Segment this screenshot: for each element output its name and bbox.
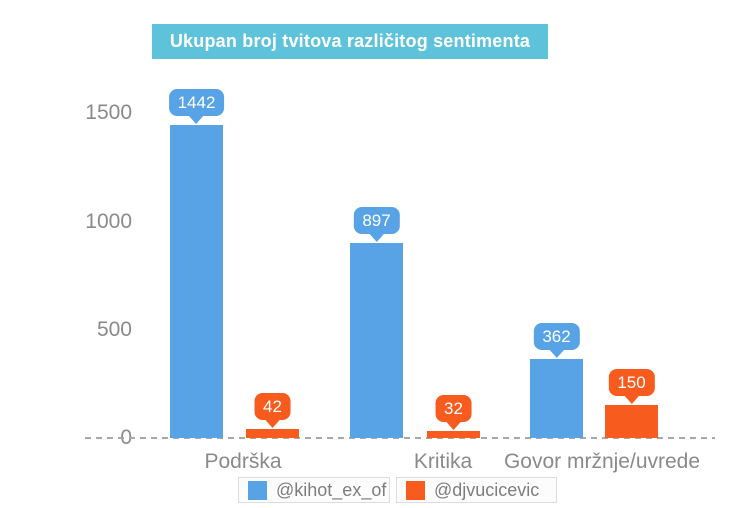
callout-pointer-icon — [188, 115, 205, 124]
value-callout: 362 — [533, 323, 580, 358]
legend-item-djvucicevic: @djvucicevic — [396, 477, 557, 503]
legend-swatch-orange-icon — [406, 480, 425, 500]
callout-pointer-icon — [264, 419, 281, 428]
bar-djvucicevic-govor-mrznje: 150 — [605, 369, 658, 438]
bar-djvucicevic-kritika: 32 — [427, 395, 480, 438]
value-label: 42 — [254, 393, 291, 420]
x-axis-label-podrska: Podrška — [204, 450, 282, 473]
y-axis-tick-1500: 1500 — [85, 101, 132, 124]
value-callout: 150 — [608, 369, 655, 404]
zero-baseline — [85, 437, 715, 439]
value-label: 32 — [435, 395, 472, 422]
bar-kihot-govor-mrznje: 362 — [530, 323, 583, 438]
legend-item-kihot: @kihot_ex_of — [238, 477, 390, 503]
y-axis-tick-500: 500 — [96, 318, 132, 341]
legend-label: @djvucicevic — [434, 479, 540, 500]
legend-swatch-blue-icon — [248, 480, 267, 500]
bar-djvucicevic-podrska: 42 — [246, 393, 299, 438]
callout-pointer-icon — [368, 233, 385, 242]
value-callout: 42 — [254, 393, 291, 428]
value-label: 897 — [353, 207, 400, 234]
x-axis-label-govor-mrznje: Govor mržnje/uvrede — [503, 450, 701, 473]
chart-title: Ukupan broj tvitova različitog sentiment… — [152, 24, 548, 59]
value-callout: 897 — [353, 207, 400, 242]
callout-pointer-icon — [548, 349, 565, 358]
y-axis-tick-1000: 1000 — [85, 210, 132, 233]
callout-pointer-icon — [623, 395, 640, 404]
bar-kihot-podrska: 1442 — [168, 89, 225, 438]
value-label: 1442 — [168, 89, 225, 116]
value-label: 150 — [608, 369, 655, 396]
callout-pointer-icon — [445, 421, 462, 430]
bar-kihot-kritika: 897 — [350, 207, 403, 438]
x-axis-label-kritika: Kritika — [413, 450, 473, 473]
legend-label: @kihot_ex_of — [276, 479, 387, 500]
value-callout: 32 — [435, 395, 472, 430]
value-label: 362 — [533, 323, 580, 350]
value-callout: 1442 — [168, 89, 225, 124]
